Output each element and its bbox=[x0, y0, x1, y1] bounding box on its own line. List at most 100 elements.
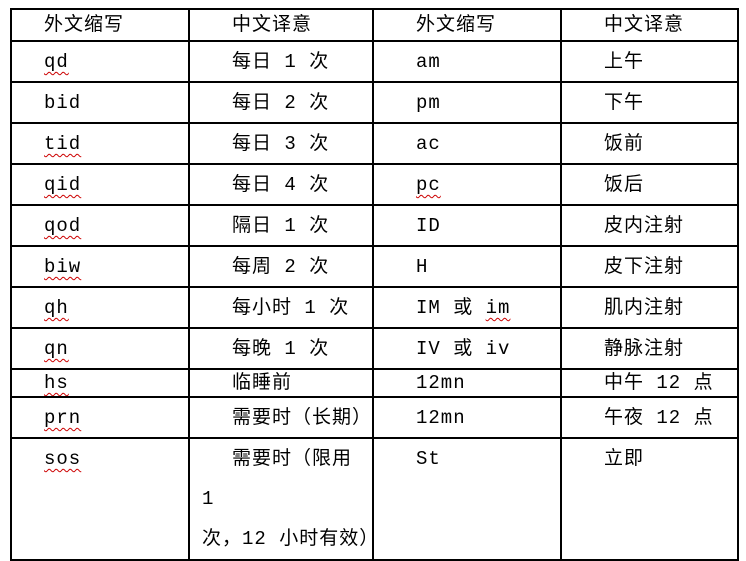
abbr-cell: IM 或 im bbox=[372, 286, 562, 329]
abbr-text: am bbox=[416, 51, 441, 73]
abbr-text: prn bbox=[44, 407, 82, 429]
translation-text: 每日 1 次 bbox=[232, 51, 330, 73]
table-row: qd 每日 1 次 am 上午 bbox=[10, 40, 739, 83]
translation-text: 临睡前 bbox=[232, 372, 293, 394]
table-row: qid 每日 4 次 pc 饭后 bbox=[10, 163, 739, 206]
abbr-cell: hs bbox=[10, 368, 190, 398]
translation-cell: 每小时 1 次 bbox=[188, 286, 374, 329]
abbr-text: qod bbox=[44, 215, 82, 237]
translation-cell: 立即 bbox=[560, 437, 739, 561]
translation-text: 饭前 bbox=[604, 133, 645, 155]
abbr-text: IV 或 iv bbox=[416, 338, 511, 360]
translation-cell: 每日 1 次 bbox=[188, 40, 374, 83]
table-row: tid 每日 3 次 ac 饭前 bbox=[10, 122, 739, 165]
translation-cell: 中午 12 点 bbox=[560, 368, 739, 398]
abbr-text: pm bbox=[416, 92, 441, 114]
abbr-cell: ID bbox=[372, 204, 562, 247]
translation-text: 饭后 bbox=[604, 174, 645, 196]
abbr-cell: qn bbox=[10, 327, 190, 370]
translation-text: 每小时 1 次 bbox=[232, 297, 350, 319]
header-row: 外文缩写 中文译意 外文缩写 中文译意 bbox=[10, 8, 739, 42]
translation-cell: 皮内注射 bbox=[560, 204, 739, 247]
header-label: 中文译意 bbox=[604, 14, 685, 36]
translation-cell: 临睡前 bbox=[188, 368, 374, 398]
abbr-cell: qh bbox=[10, 286, 190, 329]
translation-text: 静脉注射 bbox=[604, 338, 685, 360]
translation-text: 需要时（长期） bbox=[232, 407, 373, 429]
table-row: bid 每日 2 次 pm 下午 bbox=[10, 81, 739, 124]
translation-text: 每日 3 次 bbox=[232, 133, 330, 155]
abbr-text: hs bbox=[44, 372, 69, 394]
translation-cell: 隔日 1 次 bbox=[188, 204, 374, 247]
translation-cell: 午夜 12 点 bbox=[560, 396, 739, 439]
table-row: biw 每周 2 次 H 皮下注射 bbox=[10, 245, 739, 288]
translation-text: 午夜 12 点 bbox=[604, 407, 714, 429]
header-abbr-right: 外文缩写 bbox=[372, 8, 562, 42]
translation-cell: 每晚 1 次 bbox=[188, 327, 374, 370]
abbr-cell: qid bbox=[10, 163, 190, 206]
abbr-text-misspelled: im bbox=[485, 297, 511, 319]
translation-cell: 每日 3 次 bbox=[188, 122, 374, 165]
translation-text: 每日 2 次 bbox=[232, 92, 330, 114]
abbr-text: 12mn bbox=[416, 407, 466, 429]
translation-cell: 需要时（限用 1 次，12 小时有效） bbox=[188, 437, 374, 561]
abbr-text: IM 或 bbox=[416, 297, 486, 319]
abbr-text: qh bbox=[44, 297, 69, 319]
abbr-cell: tid bbox=[10, 122, 190, 165]
header-cn-left: 中文译意 bbox=[188, 8, 374, 42]
abbr-cell: ac bbox=[372, 122, 562, 165]
abbr-cell: sos bbox=[10, 437, 190, 561]
translation-cell: 下午 bbox=[560, 81, 739, 124]
abbr-text: sos bbox=[44, 448, 82, 470]
abbr-cell: 12mn bbox=[372, 396, 562, 439]
translation-cell: 饭前 bbox=[560, 122, 739, 165]
abbr-cell: prn bbox=[10, 396, 190, 439]
translation-cell: 皮下注射 bbox=[560, 245, 739, 288]
header-label: 外文缩写 bbox=[44, 14, 125, 36]
translation-cell: 肌内注射 bbox=[560, 286, 739, 329]
translation-text: 需要时（限用 1 次，12 小时有效） bbox=[202, 448, 373, 550]
header-cn-right: 中文译意 bbox=[560, 8, 739, 42]
translation-text: 每周 2 次 bbox=[232, 256, 330, 278]
abbr-cell: 12mn bbox=[372, 368, 562, 398]
translation-text: 肌内注射 bbox=[604, 297, 685, 319]
translation-text: 每晚 1 次 bbox=[232, 338, 330, 360]
abbr-text: H bbox=[416, 256, 429, 278]
header-abbr-left: 外文缩写 bbox=[10, 8, 190, 42]
abbr-cell: bid bbox=[10, 81, 190, 124]
translation-cell: 每周 2 次 bbox=[188, 245, 374, 288]
abbr-cell: H bbox=[372, 245, 562, 288]
translation-text: 下午 bbox=[604, 92, 645, 114]
abbr-cell: pm bbox=[372, 81, 562, 124]
translation-text: 每日 4 次 bbox=[232, 174, 330, 196]
abbr-text: pc bbox=[416, 174, 441, 196]
translation-text: 中午 12 点 bbox=[604, 372, 714, 394]
translation-cell: 饭后 bbox=[560, 163, 739, 206]
abbr-text: qn bbox=[44, 338, 69, 360]
header-label: 中文译意 bbox=[232, 14, 313, 36]
abbr-text: qid bbox=[44, 174, 82, 196]
medical-abbreviation-table: 外文缩写 中文译意 外文缩写 中文译意 qd 每日 1 次 am 上午 bid … bbox=[10, 8, 739, 561]
translation-text: 皮内注射 bbox=[604, 215, 685, 237]
abbr-text: bid bbox=[44, 92, 82, 114]
table-row: qod 隔日 1 次 ID 皮内注射 bbox=[10, 204, 739, 247]
translation-cell: 上午 bbox=[560, 40, 739, 83]
abbr-cell: biw bbox=[10, 245, 190, 288]
translation-cell: 静脉注射 bbox=[560, 327, 739, 370]
table-row: sos 需要时（限用 1 次，12 小时有效） St 立即 bbox=[10, 437, 739, 561]
abbr-text: 12mn bbox=[416, 372, 466, 394]
abbr-text: biw bbox=[44, 256, 82, 278]
abbr-cell: pc bbox=[372, 163, 562, 206]
translation-cell: 每日 2 次 bbox=[188, 81, 374, 124]
translation-cell: 需要时（长期） bbox=[188, 396, 374, 439]
abbr-text: qd bbox=[44, 51, 69, 73]
table-row: prn 需要时（长期） 12mn 午夜 12 点 bbox=[10, 396, 739, 439]
abbr-cell: IV 或 iv bbox=[372, 327, 562, 370]
abbr-cell: qd bbox=[10, 40, 190, 83]
table-row: hs 临睡前 12mn 中午 12 点 bbox=[10, 368, 739, 398]
translation-text: 皮下注射 bbox=[604, 256, 685, 278]
abbr-text: ID bbox=[416, 215, 441, 237]
abbr-cell: St bbox=[372, 437, 562, 561]
abbr-cell: am bbox=[372, 40, 562, 83]
table-row: qh 每小时 1 次 IM 或 im 肌内注射 bbox=[10, 286, 739, 329]
